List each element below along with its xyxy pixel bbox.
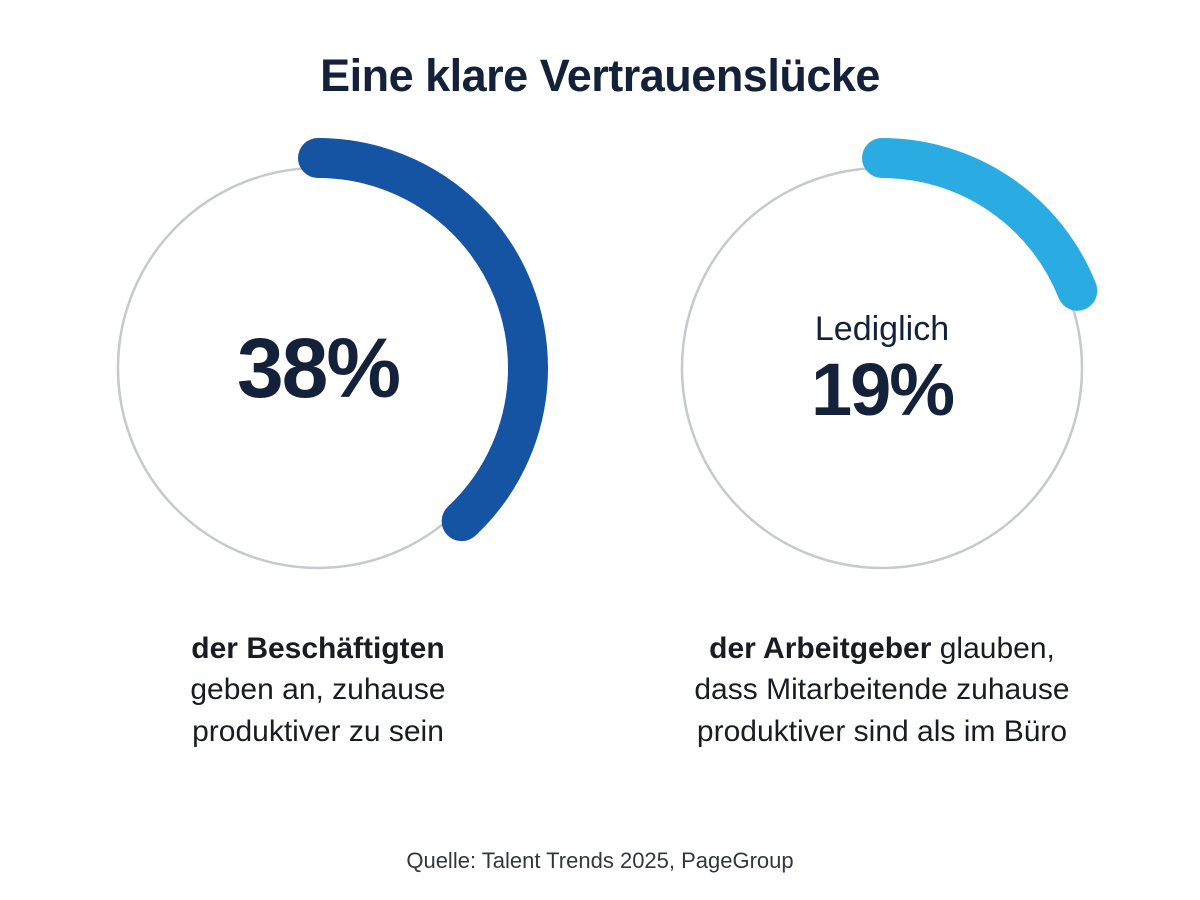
progress-arc-employees <box>88 138 548 598</box>
caption-employers-line2: dass Mitarbeitende zuhause <box>694 673 1070 707</box>
caption-employees-bold: der Beschäftigten <box>191 632 445 665</box>
donut-chart-employers: Lediglich 19% der Arbeitgeber glauben, d… <box>650 136 1114 752</box>
donut-employers-svg <box>652 138 1112 598</box>
caption-employers: der Arbeitgeber glauben, dass Mitarbeite… <box>650 628 1114 752</box>
caption-employees-line2: geben an, zuhause <box>190 673 446 707</box>
donut-charts-row: 38% der Beschäftigten geben an, zuhause … <box>0 136 1200 752</box>
caption-employees: der Beschäftigten geben an, zuhause prod… <box>86 628 550 752</box>
chart-title: Eine klare Vertrauenslücke <box>320 50 880 101</box>
donut-employees-ring: 38% <box>86 136 550 600</box>
source-note: Quelle: Talent Trends 2025, PageGroup <box>406 848 794 873</box>
progress-arc-employers <box>652 138 1112 598</box>
caption-employers-line3: produktiver sind als im Büro <box>696 714 1068 748</box>
donut-employees-svg <box>88 138 548 598</box>
donut-employers-ring: Lediglich 19% <box>650 136 1114 600</box>
caption-employees-line3: produktiver zu sein <box>192 714 444 748</box>
donut-chart-employees: 38% der Beschäftigten geben an, zuhause … <box>86 136 550 752</box>
caption-employers-bold: der Arbeitgeber <box>709 632 932 665</box>
caption-employers-bold-suffix: glauben, <box>931 632 1055 665</box>
